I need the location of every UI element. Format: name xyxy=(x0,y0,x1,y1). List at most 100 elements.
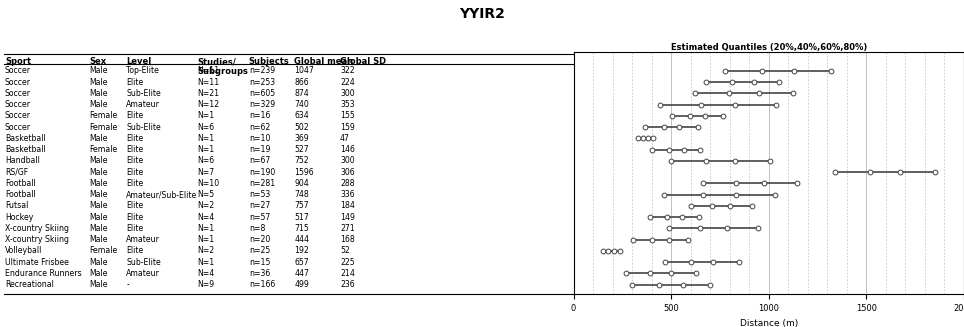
Text: Elite: Elite xyxy=(126,201,144,211)
Text: Subjects: Subjects xyxy=(249,57,289,66)
Point xyxy=(751,91,766,96)
Text: Elite: Elite xyxy=(126,112,144,120)
Text: Global mean: Global mean xyxy=(294,57,354,66)
Text: Hockey: Hockey xyxy=(5,213,34,222)
Point xyxy=(663,158,679,164)
Text: N=21: N=21 xyxy=(198,89,220,98)
Point xyxy=(767,192,783,197)
Point xyxy=(697,113,712,118)
Point xyxy=(728,181,743,186)
Text: n=253: n=253 xyxy=(249,77,275,87)
Point xyxy=(717,68,733,74)
Text: Football: Football xyxy=(5,190,36,199)
Text: n=281: n=281 xyxy=(249,179,275,188)
Text: 757: 757 xyxy=(294,201,309,211)
Point xyxy=(683,203,699,209)
Point xyxy=(705,203,720,209)
Point xyxy=(750,226,765,231)
Text: N=9: N=9 xyxy=(198,280,215,289)
Text: 184: 184 xyxy=(340,201,355,211)
Text: 300: 300 xyxy=(340,89,355,98)
Text: 288: 288 xyxy=(340,179,355,188)
Point xyxy=(723,203,738,209)
Text: Female: Female xyxy=(90,145,118,154)
Point xyxy=(687,91,703,96)
Text: Male: Male xyxy=(90,89,108,98)
Point xyxy=(823,68,839,74)
Text: N=11: N=11 xyxy=(198,77,220,87)
Text: 353: 353 xyxy=(340,100,355,109)
Text: Sex: Sex xyxy=(90,57,106,66)
Point xyxy=(768,102,784,107)
Text: Soccer: Soccer xyxy=(5,112,31,120)
Point xyxy=(787,68,802,74)
Point xyxy=(652,282,667,287)
Text: 1047: 1047 xyxy=(294,66,314,76)
Text: N=1: N=1 xyxy=(198,235,215,244)
Point xyxy=(676,147,691,152)
Text: 866: 866 xyxy=(294,77,309,87)
Text: Elite: Elite xyxy=(126,168,144,177)
Text: N=2: N=2 xyxy=(198,201,215,211)
Text: n=53: n=53 xyxy=(249,190,270,199)
Text: 155: 155 xyxy=(340,112,355,120)
Text: Sub-Elite: Sub-Elite xyxy=(126,123,161,132)
Text: N=10: N=10 xyxy=(198,179,220,188)
Point xyxy=(661,226,677,231)
Point xyxy=(722,91,737,96)
Text: Basketball: Basketball xyxy=(5,145,45,154)
Text: Male: Male xyxy=(90,201,108,211)
Text: 740: 740 xyxy=(294,100,309,109)
Text: 634: 634 xyxy=(294,112,309,120)
Text: Sub-Elite: Sub-Elite xyxy=(126,89,161,98)
Text: 369: 369 xyxy=(294,134,309,143)
Point xyxy=(612,248,628,253)
Point xyxy=(728,102,743,107)
Text: Futsal: Futsal xyxy=(5,201,28,211)
Text: Ultimate Frisbee: Ultimate Frisbee xyxy=(5,258,68,267)
Point xyxy=(762,158,777,164)
Point xyxy=(690,125,706,130)
Text: n=16: n=16 xyxy=(249,112,270,120)
Text: Male: Male xyxy=(90,134,108,143)
Text: n=8: n=8 xyxy=(249,224,265,233)
Point xyxy=(786,91,801,96)
Text: 159: 159 xyxy=(340,123,355,132)
Text: Male: Male xyxy=(90,213,108,222)
Point xyxy=(692,226,708,231)
Text: -: - xyxy=(126,280,129,289)
Text: Top-Elite: Top-Elite xyxy=(126,66,159,76)
Point xyxy=(746,79,762,85)
Text: N=1: N=1 xyxy=(198,258,215,267)
Text: N=4: N=4 xyxy=(198,269,215,278)
Text: n=239: n=239 xyxy=(249,66,275,76)
Text: X-country Skiing: X-country Skiing xyxy=(5,224,69,233)
Text: N=5: N=5 xyxy=(198,190,215,199)
Point xyxy=(656,192,672,197)
Point xyxy=(706,260,721,265)
Text: n=166: n=166 xyxy=(249,280,275,289)
Text: 271: 271 xyxy=(340,224,355,233)
Text: Male: Male xyxy=(90,156,108,165)
Text: 192: 192 xyxy=(294,247,309,255)
Text: Soccer: Soccer xyxy=(5,123,31,132)
Text: 1596: 1596 xyxy=(294,168,314,177)
Point xyxy=(664,113,680,118)
Point xyxy=(661,237,677,242)
Point xyxy=(744,203,760,209)
Text: n=605: n=605 xyxy=(249,89,275,98)
Point xyxy=(646,136,661,141)
Point xyxy=(693,147,709,152)
Point xyxy=(638,125,654,130)
Text: 336: 336 xyxy=(340,190,355,199)
Point xyxy=(790,181,805,186)
Point xyxy=(653,102,668,107)
Text: Amateur/Sub-Elite: Amateur/Sub-Elite xyxy=(126,190,198,199)
Text: Amateur: Amateur xyxy=(126,235,160,244)
Text: Female: Female xyxy=(90,112,118,120)
Text: Soccer: Soccer xyxy=(5,66,31,76)
Text: Sub-Elite: Sub-Elite xyxy=(126,258,161,267)
Point xyxy=(657,260,673,265)
Text: Male: Male xyxy=(90,179,108,188)
Point xyxy=(683,260,698,265)
